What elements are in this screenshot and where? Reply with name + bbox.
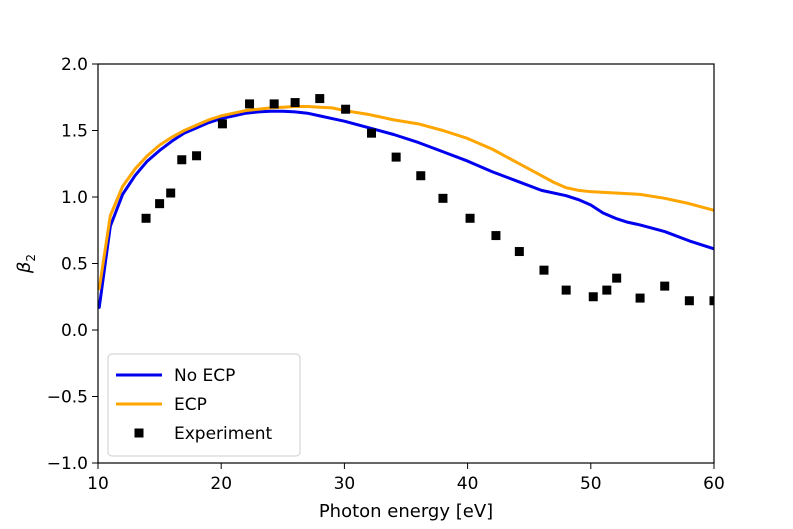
x-axis-title: Photon energy [eV] (319, 501, 493, 522)
series-line-no-ecp (98, 109, 714, 309)
data-point (561, 285, 571, 295)
legend: No ECP ECP Experiment (107, 353, 301, 457)
x-tick-label: 40 (457, 474, 479, 494)
data-point (465, 213, 475, 223)
y-axis-title-main: β (14, 262, 35, 275)
y-tick-label: 0.0 (61, 321, 88, 341)
y-tick-label: 2.0 (61, 55, 88, 75)
y-axis-title-sub: 2 (24, 254, 38, 262)
y-tick-label: 1.5 (61, 122, 88, 142)
x-tick-label: 50 (580, 474, 602, 494)
data-point (514, 247, 524, 257)
data-point (635, 293, 645, 303)
data-point (166, 188, 176, 198)
x-tick-label: 20 (210, 474, 232, 494)
data-point (290, 98, 300, 108)
data-point (177, 155, 187, 165)
data-point (602, 285, 612, 295)
data-point (491, 231, 501, 241)
series-layer (98, 94, 714, 309)
data-point (217, 119, 227, 129)
data-point (192, 151, 202, 161)
data-point (315, 94, 325, 104)
x-tick-label: 60 (703, 474, 725, 494)
data-point (245, 99, 255, 109)
x-tick-label: 30 (334, 474, 356, 494)
x-tick-label: 10 (87, 474, 109, 494)
legend-label-no-ecp: No ECP (174, 366, 235, 386)
y-tick-label: −1.0 (47, 454, 88, 474)
y-tick-label: 0.5 (61, 255, 88, 275)
data-point (709, 296, 714, 306)
data-point (341, 104, 351, 114)
data-point (416, 171, 426, 181)
data-point (391, 152, 401, 162)
y-tick-label: 1.0 (61, 188, 88, 208)
data-point (269, 99, 279, 109)
series-line-ecp (98, 105, 714, 291)
legend-label-ecp: ECP (174, 395, 207, 415)
data-point (367, 128, 376, 138)
data-point (612, 273, 622, 283)
data-point (539, 265, 549, 275)
legend-swatch-experiment (134, 428, 144, 438)
data-point (155, 199, 165, 209)
data-point (684, 296, 694, 306)
legend-label-experiment: Experiment (174, 424, 273, 444)
y-axis-title: β2 (14, 254, 38, 274)
data-point (141, 213, 151, 223)
series-experiment (141, 94, 714, 306)
data-point (438, 193, 448, 203)
ticks-layer: 10 20 30 40 50 60 −1.0 −0.5 0.0 0.5 1.0 1.5 2.0 (47, 55, 725, 494)
data-point (588, 292, 598, 302)
legend-box (107, 353, 301, 457)
data-point (660, 281, 670, 291)
y-tick-label: −0.5 (47, 388, 88, 408)
